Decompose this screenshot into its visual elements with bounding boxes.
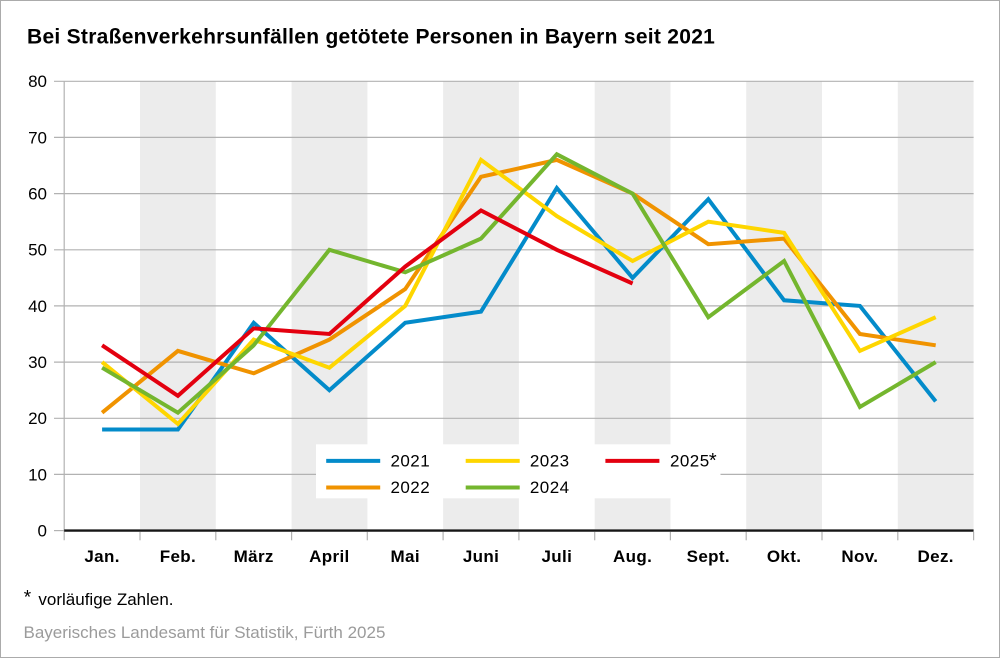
svg-text:Aug.: Aug.	[613, 547, 652, 566]
svg-text:Nov.: Nov.	[841, 547, 878, 566]
svg-text:Mai: Mai	[391, 547, 420, 566]
svg-text:60: 60	[28, 185, 47, 204]
svg-text:Bayerisches Landesamt für Stat: Bayerisches Landesamt für Statistik, Für…	[24, 623, 386, 642]
svg-text:Sept.: Sept.	[687, 547, 730, 566]
svg-text:0: 0	[38, 522, 47, 541]
svg-text:Okt.: Okt.	[767, 547, 801, 566]
svg-text:Juni: Juni	[463, 547, 499, 566]
svg-text:Dez.: Dez.	[918, 547, 954, 566]
svg-text:80: 80	[28, 72, 47, 91]
svg-text:40: 40	[28, 297, 47, 316]
svg-text:März: März	[234, 547, 274, 566]
svg-text:Bei Straßenverkehrsunfällen ge: Bei Straßenverkehrsunfällen getötete Per…	[27, 26, 715, 49]
svg-text:2023: 2023	[530, 452, 570, 471]
svg-text:*vorläufige Zahlen.: * vorläufige Zahlen.	[24, 588, 174, 610]
svg-text:Juli: Juli	[541, 547, 572, 566]
svg-text:10: 10	[28, 465, 47, 484]
svg-text:2022: 2022	[391, 478, 431, 497]
svg-text:Jan.: Jan.	[84, 547, 119, 566]
svg-text:70: 70	[28, 128, 47, 147]
svg-text:50: 50	[28, 241, 47, 260]
svg-text:2021: 2021	[391, 452, 431, 471]
svg-text:Feb.: Feb.	[160, 547, 196, 566]
svg-text:2024: 2024	[530, 478, 570, 497]
svg-text:20: 20	[28, 409, 47, 428]
svg-text:*: *	[709, 450, 717, 472]
svg-text:April: April	[309, 547, 349, 566]
svg-text:2025: 2025	[670, 452, 710, 471]
svg-text:30: 30	[28, 353, 47, 372]
